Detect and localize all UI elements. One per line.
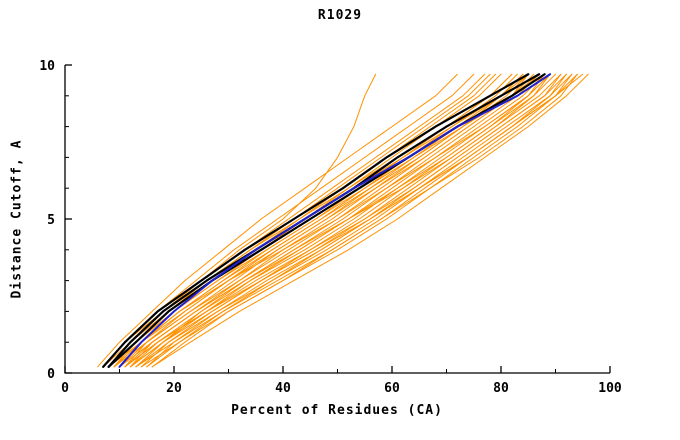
model-curve [124,73,567,368]
model-curve [113,73,529,368]
model-curve [146,73,578,368]
x-tick-label: 40 [275,381,291,396]
model-curve [97,73,458,368]
x-tick-label: 60 [384,381,400,396]
model-curve [129,73,551,368]
x-tick-label: 80 [493,381,509,396]
x-axis-label: Percent of Residues (CA) [231,403,443,418]
model-curve [119,73,513,368]
model-curve [102,73,475,368]
x-tick-label: 0 [61,381,69,396]
y-tick-label: 5 [47,213,55,228]
y-tick-label: 0 [47,367,55,382]
model-curve [151,73,589,368]
model-curve [140,73,573,368]
model-curve [119,73,529,368]
model-curve [113,73,551,368]
chart-title: R1029 [317,8,363,23]
model-curve [140,73,556,368]
y-tick-label: 10 [39,59,55,74]
best-model-curve [118,73,552,368]
reference-curve [102,73,530,368]
model-curve [135,73,573,368]
x-tick-label: 20 [166,381,182,396]
x-tick-label: 100 [598,381,622,396]
